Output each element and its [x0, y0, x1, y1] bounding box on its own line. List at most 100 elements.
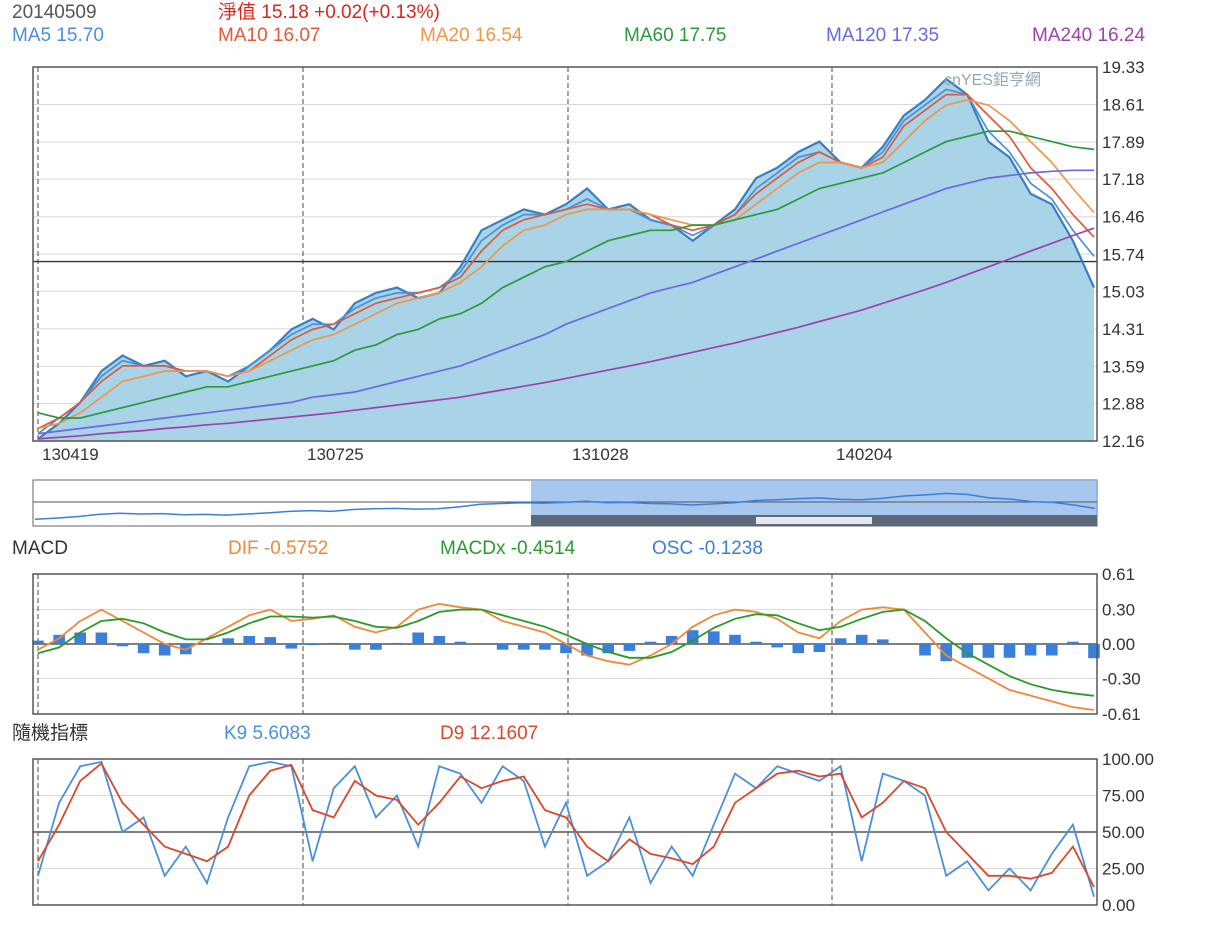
osc-bar — [349, 644, 361, 650]
kd-y-tick: 100.00 — [1102, 750, 1154, 769]
kd-y-tick: 0.00 — [1102, 896, 1135, 915]
price-x-tick: 140204 — [836, 445, 893, 464]
price-area — [38, 79, 1094, 441]
ma5-legend: MA5 15.70 — [12, 25, 104, 46]
ma120-line — [37, 169, 1094, 435]
price-y-ticks: 19.33 18.61 17.89 17.18 16.46 15.74 15.03 14.31… — [1102, 58, 1145, 451]
osc-legend: OSC -0.1238 — [652, 538, 763, 559]
d9-legend: D9 12.1607 — [440, 723, 539, 744]
price-line — [37, 77, 1096, 440]
macd-chart[interactable]: 0.61 0.30 0.00 -0.30 -0.61 — [0, 560, 1229, 730]
osc-bar — [1088, 644, 1100, 659]
osc-bar — [560, 644, 572, 654]
ma240-legend: MA240 16.24 — [1032, 25, 1146, 46]
ma10-legend: MA10 16.07 — [218, 25, 321, 46]
date-label: 20140509 — [12, 2, 97, 23]
osc-bar — [665, 636, 678, 644]
price-y-tick: 15.74 — [1102, 245, 1145, 264]
navigator-grip — [756, 517, 872, 524]
macd-y-tick: 0.61 — [1102, 565, 1135, 584]
ma20-legend: MA20 16.54 — [420, 25, 523, 46]
price-y-tick: 17.89 — [1102, 133, 1145, 152]
osc-bar — [1003, 644, 1016, 658]
kd-lines — [37, 760, 1095, 898]
osc-bar — [602, 644, 614, 654]
macd-y-tick: 0.00 — [1102, 635, 1135, 654]
osc-bar — [53, 634, 65, 644]
macd-y-tick: 0.30 — [1102, 601, 1135, 620]
osc-bar — [391, 642, 403, 644]
osc-bar — [771, 644, 783, 648]
price-chart[interactable]: 19.33 18.61 17.89 17.18 16.46 15.74 15.03 14.31… — [0, 0, 1229, 470]
navigator-line — [34, 492, 1096, 521]
osc-bar — [813, 644, 826, 652]
osc-bar — [708, 631, 720, 644]
osc-bar — [222, 638, 234, 644]
osc-bar — [496, 644, 509, 650]
macdx-legend: MACDx -0.4514 — [440, 538, 576, 559]
osc-bar — [327, 642, 340, 644]
dif-legend: DIF -0.5752 — [228, 538, 329, 559]
ma60-legend: MA60 17.75 — [624, 25, 727, 46]
osc-bar — [370, 644, 382, 650]
range-navigator[interactable] — [0, 478, 1229, 528]
kd-y-tick: 75.00 — [1102, 787, 1145, 806]
osc-bar — [137, 644, 150, 654]
osc-bar — [1046, 644, 1058, 656]
price-y-tick: 18.61 — [1102, 96, 1145, 115]
ma120-legend: MA120 17.35 — [826, 25, 940, 46]
osc-bar — [581, 644, 593, 656]
kd-y-tick: 50.00 — [1102, 823, 1145, 842]
ma20-line — [37, 99, 1095, 430]
macdx-line — [37, 608, 1095, 697]
macd-y-tick: -0.61 — [1102, 705, 1141, 724]
dif-line — [37, 602, 1095, 711]
price-y-tick: 14.31 — [1102, 320, 1145, 339]
osc-bar — [686, 630, 699, 644]
d9-line — [37, 762, 1095, 888]
kd-y-ticks: 100.00 75.00 50.00 25.00 0.00 — [1102, 750, 1154, 915]
osc-bar — [961, 644, 974, 658]
nav-label: 淨值 15.18 +0.02(+0.13%) — [218, 2, 440, 23]
price-y-tick: 19.33 — [1102, 58, 1145, 77]
osc-bar — [982, 644, 995, 658]
kd-grid — [33, 759, 1097, 905]
ma240-line — [37, 227, 1095, 440]
price-y-tick: 12.88 — [1102, 394, 1145, 413]
price-frame — [32, 66, 1098, 442]
price-x-tick: 130419 — [42, 445, 99, 464]
osc-bar — [454, 641, 467, 644]
osc-bar — [74, 632, 86, 644]
price-x-tick: 130725 — [307, 445, 364, 464]
ma60-line — [37, 130, 1095, 419]
macd-frame — [32, 573, 1098, 715]
osc-bar — [729, 634, 741, 644]
price-x-tick: 131028 — [572, 445, 629, 464]
price-y-tick: 15.03 — [1102, 282, 1145, 301]
macd-y-ticks: 0.61 0.30 0.00 -0.30 -0.61 — [1102, 565, 1141, 724]
price-ma-lines — [33, 77, 1097, 440]
watermark: cnYES鉅亨網 — [944, 72, 1041, 89]
kd-frame — [32, 758, 1098, 906]
price-y-tick: 12.16 — [1102, 432, 1145, 451]
osc-bar — [264, 637, 277, 644]
osc-bar — [95, 632, 108, 644]
osc-bar — [750, 641, 762, 644]
osc-bar — [919, 644, 931, 656]
macd-lines — [37, 602, 1095, 711]
kd-y-tick: 25.00 — [1102, 860, 1145, 879]
price-y-tick: 13.59 — [1102, 357, 1145, 376]
osc-bar — [539, 644, 551, 650]
k9-line — [37, 760, 1095, 898]
osc-bar — [32, 640, 44, 644]
osc-bar — [644, 641, 657, 644]
price-y-tick: 16.46 — [1102, 208, 1145, 227]
price-x-ticks: 130419 130725 131028 140204 — [42, 445, 893, 464]
osc-bar — [412, 632, 424, 644]
osc-bar — [201, 642, 213, 644]
k9-legend: K9 5.6083 — [224, 723, 311, 744]
kd-chart[interactable]: 100.00 75.00 50.00 25.00 0.00 — [0, 745, 1229, 940]
macd-y-tick: -0.30 — [1102, 669, 1141, 688]
osc-bar — [306, 644, 319, 646]
osc-bar — [433, 636, 446, 644]
